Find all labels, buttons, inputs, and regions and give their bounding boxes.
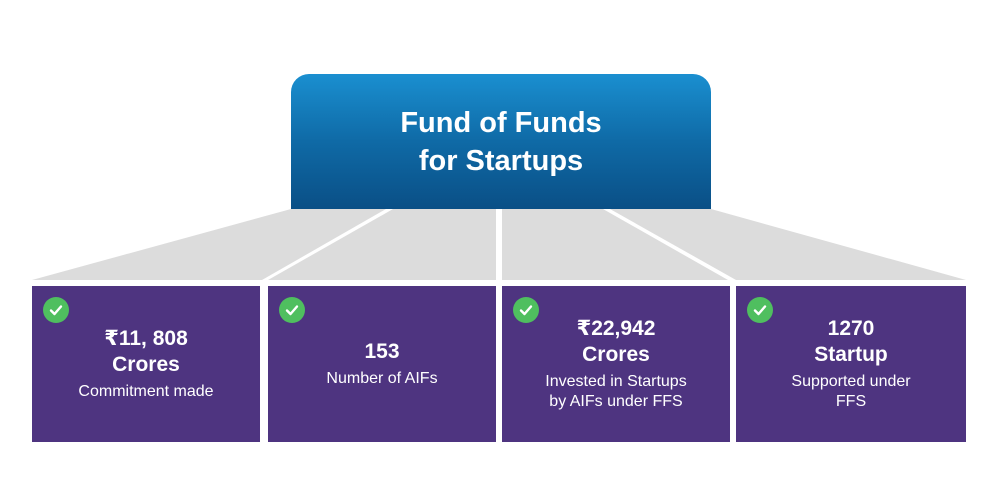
fund-of-funds-header: Fund of Funds for Startups (291, 74, 711, 209)
card-startups: 1270 Startup Supported under FFS (736, 286, 966, 442)
check-circle-icon (43, 297, 69, 323)
check-circle-icon (747, 297, 773, 323)
card-value-line2: Crores (582, 343, 650, 366)
card-desc-line1: Number of AIFs (326, 370, 438, 387)
card-value-line1: 153 (364, 340, 400, 363)
header-title-line2: for Startups (418, 144, 584, 177)
card-value-line2: Crores (112, 353, 180, 376)
check-circle-icon (513, 297, 539, 323)
card-value-line1: 1270 (827, 317, 875, 340)
card-value-line2: Startup (814, 343, 888, 366)
check-circle-icon (279, 297, 305, 323)
connector-segment-3 (502, 209, 728, 280)
card-commitment: ₹11, 808 Crores Commitment made (32, 286, 260, 442)
connector-segment-4 (610, 209, 966, 280)
card-desc-line2: by AIFs under FFS (549, 393, 683, 410)
card-value-line1: ₹11, 808 (104, 327, 188, 350)
header-title-line1: Fund of Funds (400, 106, 602, 139)
connector-segment-2 (268, 209, 496, 280)
card-aifs: 153 Number of AIFs (268, 286, 496, 442)
card-desc-line1: Commitment made (78, 383, 214, 400)
card-desc-line2: FFS (835, 393, 867, 410)
card-invested: ₹22,942 Crores Invested in Startups by A… (502, 286, 730, 442)
card-desc-line1: Invested in Startups (545, 373, 687, 390)
card-value-line1: ₹22,942 (576, 317, 656, 340)
connector-segment-1 (32, 209, 386, 280)
card-desc-line1: Supported under (791, 373, 911, 390)
